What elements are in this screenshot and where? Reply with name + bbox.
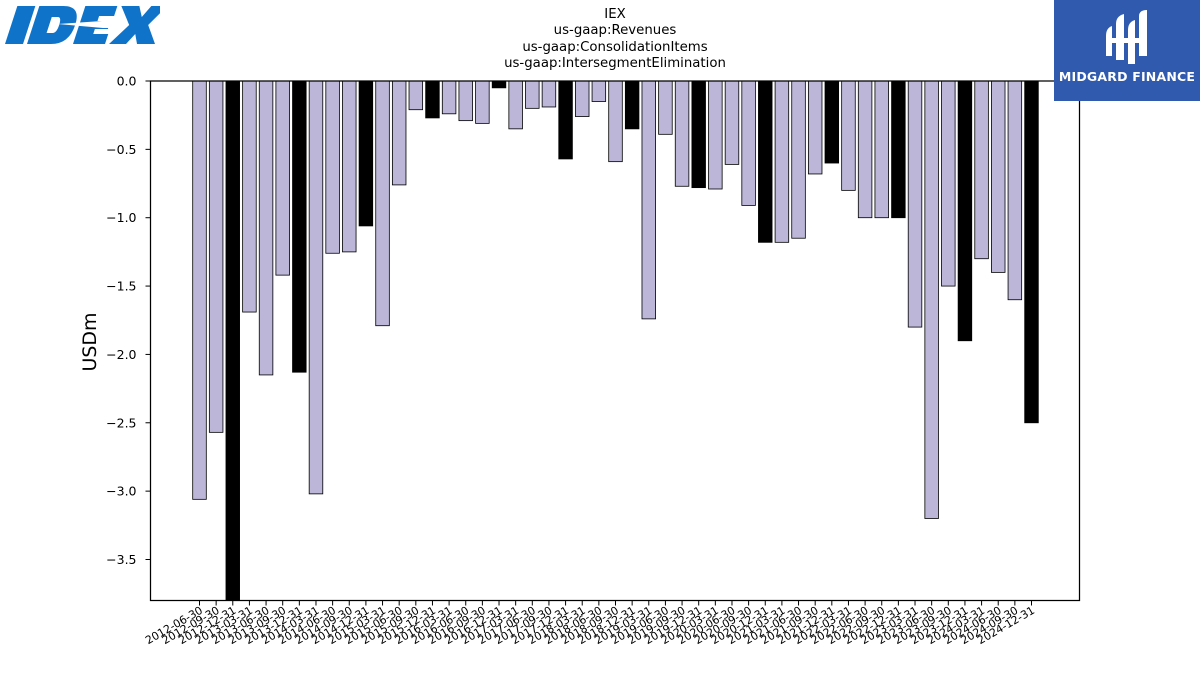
title-line-3: us-gaap:ConsolidationItems xyxy=(522,39,708,55)
bar-2021-06-30 xyxy=(791,80,806,239)
idex-logo xyxy=(4,4,168,50)
bar-2020-06-30 xyxy=(724,80,740,165)
midgard-logo-text: MIDGARD FINANCE xyxy=(1058,69,1196,84)
bar-2021-12-31 xyxy=(824,80,840,164)
bar-2013-06-30 xyxy=(258,80,274,376)
bar-2017-06-30 xyxy=(525,80,540,109)
bar-2017-03-31 xyxy=(508,80,523,130)
bar-2016-06-30 xyxy=(458,80,473,122)
bar-2018-03-31 xyxy=(575,80,590,117)
bar-2012-06-30 xyxy=(192,80,207,500)
y-tick-label: −1.5 xyxy=(106,279,136,294)
y-tick-label: −2.0 xyxy=(106,347,136,362)
bar-2022-06-30 xyxy=(857,80,873,219)
bar-2018-06-30 xyxy=(591,80,607,102)
plot-frame xyxy=(149,80,1081,602)
y-tick-label: −3.0 xyxy=(106,484,136,499)
bar-2014-06-30 xyxy=(325,80,340,254)
bar-2012-12-31 xyxy=(225,80,240,601)
bar-2023-03-31 xyxy=(907,80,923,328)
midgard-logo-mark xyxy=(1106,10,1147,64)
bar-2018-09-30 xyxy=(608,80,623,163)
bar-2015-09-30 xyxy=(408,80,424,111)
bar-2023-12-31 xyxy=(957,80,973,342)
bar-2022-09-30 xyxy=(874,80,889,219)
y-tick-label: −3.5 xyxy=(106,552,136,567)
bar-2017-12-31 xyxy=(558,80,573,160)
x-axis: 2012-06-302012-09-302012-12-312013-03-31… xyxy=(143,600,1037,647)
bar-2020-09-30 xyxy=(741,80,756,206)
y-tick-label: −1.0 xyxy=(106,210,136,225)
bar-2022-03-31 xyxy=(841,80,856,191)
bar-2021-03-31 xyxy=(774,80,790,243)
idex-logo-mark xyxy=(5,6,168,44)
y-axis: 0.0 −0.5 −1.0 −1.5 −2.0 −2.5 −3.0 −3.5 xyxy=(106,74,151,567)
title-line-4: us-gaap:IntersegmentElimination xyxy=(504,55,726,71)
bar-2014-12-31 xyxy=(358,80,374,227)
bars-group xyxy=(192,80,1039,601)
bar-2013-09-30 xyxy=(275,80,290,276)
bar-2015-03-31 xyxy=(375,80,390,327)
bar-2017-09-30 xyxy=(541,80,557,108)
bar-2015-12-31 xyxy=(425,80,440,119)
bar-2015-06-30 xyxy=(391,80,407,186)
chart-title: IEX us-gaap:Revenues us-gaap:Consolidati… xyxy=(415,7,815,72)
midgard-finance-logo: MIDGARD FINANCE xyxy=(1054,0,1200,101)
bar-2013-12-31 xyxy=(292,80,307,373)
bar-2024-06-30 xyxy=(991,80,1006,273)
bar-2019-03-31 xyxy=(641,80,656,320)
y-axis-label: USDm xyxy=(79,312,101,371)
bar-2024-12-31 xyxy=(1024,80,1039,424)
bar-2020-03-31 xyxy=(708,80,723,190)
bar-2018-12-31 xyxy=(624,80,640,130)
y-tick-label: −0.5 xyxy=(106,142,136,157)
bar-2019-06-30 xyxy=(658,80,673,135)
bar-2022-12-31 xyxy=(891,80,906,219)
bar-2012-09-30 xyxy=(208,80,224,433)
bar-2019-12-31 xyxy=(691,80,706,189)
y-tick-label: −2.5 xyxy=(106,415,136,430)
y-tick-label: 0.0 xyxy=(117,74,137,89)
title-line-2: us-gaap:Revenues xyxy=(553,23,677,39)
bar-2016-09-30 xyxy=(475,80,490,124)
title-line-1: IEX xyxy=(604,7,626,22)
bar-2016-12-31 xyxy=(491,80,507,89)
bar-2024-09-30 xyxy=(1007,80,1023,301)
bar-2019-09-30 xyxy=(674,80,690,187)
bar-2020-12-31 xyxy=(758,80,773,243)
bar-2021-09-30 xyxy=(807,80,823,175)
bar-2013-03-31 xyxy=(242,80,257,313)
bar-2014-03-31 xyxy=(308,80,324,495)
bar-2024-03-31 xyxy=(974,80,989,260)
bar-2014-09-30 xyxy=(342,80,357,253)
bar-2023-06-30 xyxy=(924,80,939,519)
bar-2016-03-31 xyxy=(441,80,457,115)
bar-2023-09-30 xyxy=(941,80,956,287)
